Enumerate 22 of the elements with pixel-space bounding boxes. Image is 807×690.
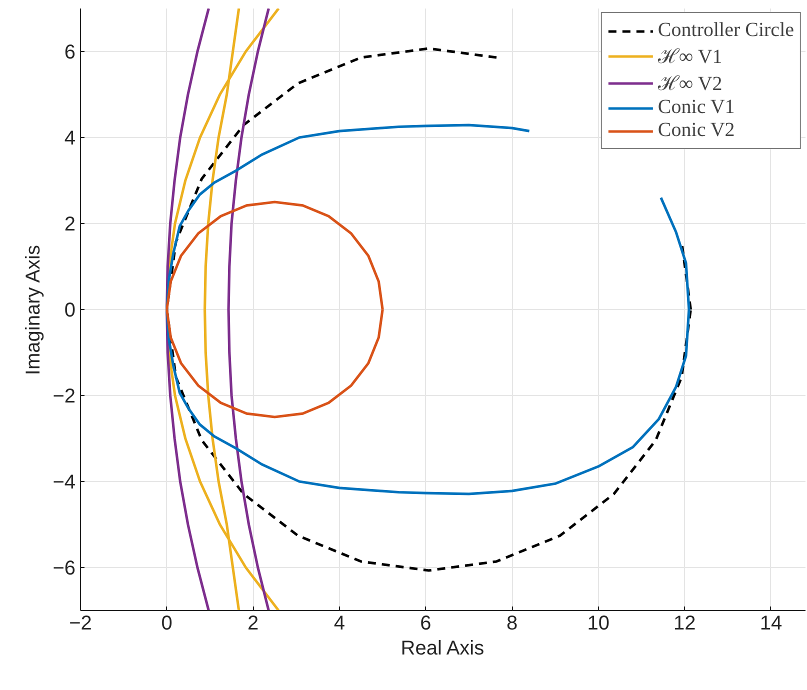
y-tick-label: 4 [64, 128, 76, 150]
y-tick-label: −4 [52, 472, 76, 494]
y-tick-label: −6 [52, 558, 76, 580]
x-axis-title: Real Axis [400, 638, 484, 660]
y-axis-title: Imaginary Axis [22, 245, 45, 376]
x-tick-label: 12 [674, 612, 696, 634]
x-tick-label: 6 [420, 612, 432, 634]
x-tick-label: 14 [760, 612, 782, 634]
x-tick-label: 0 [161, 612, 172, 634]
legend-label: Conic V1 [658, 96, 735, 119]
x-tick-label: 4 [334, 612, 345, 634]
legend-label: ℋ∞ V2 [658, 72, 722, 96]
x-tick-label: 2 [248, 612, 259, 634]
y-tick-label: 0 [64, 300, 76, 322]
y-tick-label: 6 [64, 42, 76, 64]
y-tick-label: −2 [52, 386, 76, 408]
x-tick-label: 8 [506, 612, 518, 634]
legend-label: ℋ∞ V1 [658, 45, 722, 69]
legend-label: Controller Circle [658, 19, 794, 42]
y-tick-label: 2 [64, 214, 76, 236]
x-tick-label: 10 [587, 612, 610, 634]
legend-label: Conic V2 [658, 119, 735, 142]
